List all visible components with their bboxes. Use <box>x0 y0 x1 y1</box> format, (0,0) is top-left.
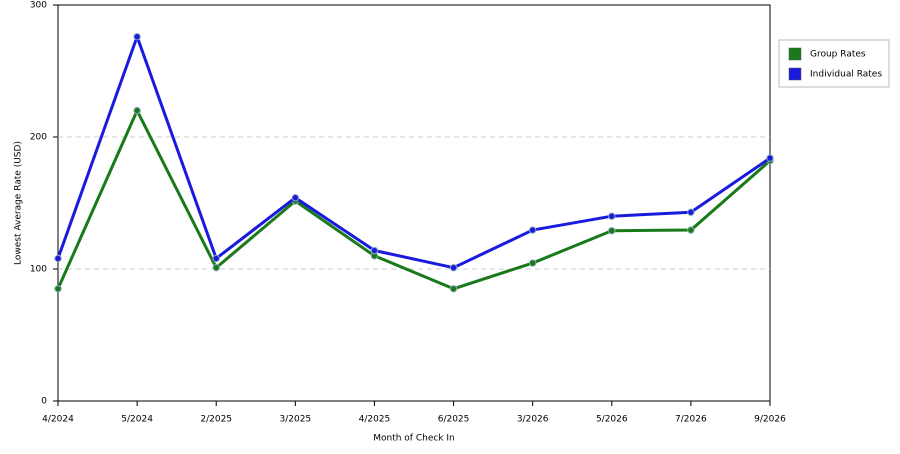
x-tick-label: 7/2026 <box>675 415 707 425</box>
y-tick-label: 200 <box>30 133 47 143</box>
x-tick-label: 5/2026 <box>596 415 628 425</box>
legend-label: Individual Rates <box>810 70 882 80</box>
data-point <box>291 194 300 202</box>
y-axis-label: Lowest Average Rate (USD) <box>14 141 24 265</box>
x-tick-label: 2/2025 <box>200 415 232 425</box>
legend-swatch <box>788 67 802 81</box>
data-point <box>608 227 616 235</box>
y-tick-label: 0 <box>41 397 47 407</box>
data-point <box>687 226 695 234</box>
data-point <box>212 263 220 272</box>
x-tick-label: 4/2024 <box>42 415 74 425</box>
x-tick-label: 3/2026 <box>517 415 549 425</box>
data-point <box>54 254 62 263</box>
data-point <box>449 263 458 272</box>
data-point <box>133 32 141 41</box>
data-point <box>449 285 458 293</box>
data-point <box>687 208 695 216</box>
x-tick-label: 9/2026 <box>754 415 786 425</box>
x-tick-label: 4/2025 <box>359 415 391 425</box>
series-line <box>56 35 771 270</box>
x-tick-label: 3/2025 <box>279 415 311 425</box>
legend-swatch <box>788 47 802 61</box>
x-tick-label: 6/2025 <box>438 415 470 425</box>
series-line <box>56 109 771 291</box>
y-tick-label: 300 <box>30 1 47 11</box>
y-tick-label: 100 <box>30 265 47 275</box>
data-point <box>608 212 616 220</box>
x-tick-label: 5/2024 <box>121 415 153 425</box>
data-point <box>54 285 62 293</box>
data-point <box>212 254 220 263</box>
data-point <box>766 154 774 162</box>
plot-frame <box>57 4 771 402</box>
legend-label: Group Rates <box>810 50 866 60</box>
data-point <box>370 246 379 255</box>
data-point <box>133 106 141 115</box>
data-point <box>528 226 537 234</box>
data-point <box>528 259 537 267</box>
x-axis-label: Month of Check In <box>373 434 455 444</box>
